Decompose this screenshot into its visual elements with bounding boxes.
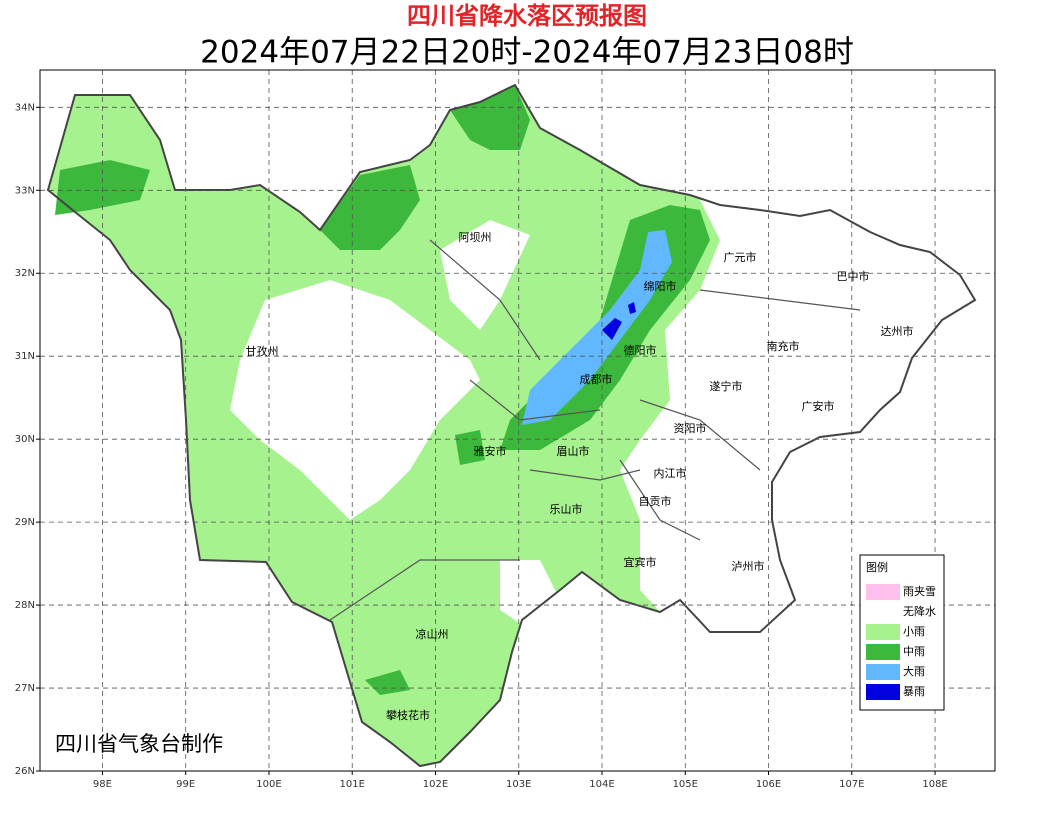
x-tick-label: 102E: [423, 779, 448, 790]
place-label: 广元市: [724, 250, 757, 264]
place-label: 达州市: [881, 324, 914, 338]
district-border: [529, 469, 641, 481]
x-tick-label: 108E: [922, 779, 947, 790]
moderate-rain: [320, 165, 420, 250]
map-frame: [39, 69, 996, 772]
legend-label: 大雨: [903, 664, 925, 678]
place-label: 德阳市: [624, 343, 657, 357]
legend-label: 无降水: [903, 604, 936, 618]
place-label: 阿坝州: [459, 230, 492, 244]
place-label: 自贡市: [639, 494, 672, 508]
grid: 98E 99E 100E 101E 102E 103E 104E 105E 106E 107E 10…: [15, 70, 995, 790]
subtitle: 2024年07月22日20时-2024年07月23日08时: [200, 35, 854, 71]
place-label: 乐山市: [550, 502, 583, 516]
y-tick-label: 34N: [15, 102, 35, 113]
place-label: 攀枝花市: [386, 708, 430, 722]
y-tick-label: 29N: [15, 517, 35, 528]
place-label: 遂宁市: [710, 379, 743, 393]
x-tick-label: 105E: [673, 779, 698, 790]
legend-label: 小雨: [903, 625, 925, 638]
title: 四川省降水落区预报图: [407, 2, 647, 30]
dry-area: [500, 560, 560, 630]
place-label: 宜宾市: [624, 555, 657, 569]
district-border: [699, 289, 861, 311]
place-label: 成都市: [580, 372, 613, 386]
moderate-rain: [455, 430, 485, 465]
legend-swatch: [866, 664, 900, 680]
district-border: [619, 459, 701, 541]
map-area: [46, 83, 977, 768]
province-border: [46, 83, 977, 768]
legend-swatch: [866, 624, 900, 640]
y-tick-label: 30N: [15, 434, 35, 445]
legend-label: 雨夹雪: [903, 585, 936, 598]
y-tick-label: 28N: [15, 600, 35, 611]
place-label: 巴中市: [837, 269, 870, 283]
place-label: 资阳市: [674, 421, 707, 435]
x-tick-label: 106E: [756, 779, 781, 790]
credit: 四川省气象台制作: [55, 732, 223, 756]
dry-area: [230, 280, 480, 520]
legend-label: 暴雨: [903, 685, 925, 698]
district-border: [639, 399, 761, 471]
moderate-rain: [450, 85, 530, 150]
y-tick-label: 31N: [15, 351, 35, 362]
place-label: 广安市: [802, 399, 835, 413]
dry-area: [620, 200, 975, 632]
legend-swatch: [866, 644, 900, 660]
district-border: [429, 239, 541, 361]
place-label: 雅安市: [474, 444, 507, 458]
y-tick-label: 32N: [15, 268, 35, 279]
legend-swatch: [866, 604, 900, 620]
place-label: 凉山州: [416, 627, 449, 641]
y-tick-label: 26N: [15, 766, 35, 777]
torrential-rain: [602, 318, 622, 340]
torrential-rain: [628, 302, 636, 314]
legend-swatch: [866, 584, 900, 600]
moderate-rain: [365, 670, 410, 695]
x-tick-label: 104E: [589, 779, 614, 790]
place-label: 内江市: [654, 466, 687, 480]
place-label: 泸州市: [732, 559, 765, 573]
x-tick-label: 99E: [176, 779, 195, 790]
district-border: [329, 559, 520, 621]
x-tick-label: 100E: [256, 779, 281, 790]
x-tick-label: 103E: [506, 779, 531, 790]
place-label: 南充市: [767, 339, 800, 353]
y-tick-label: 33N: [15, 185, 35, 196]
place-label: 绵阳市: [644, 279, 677, 293]
place-label: 眉山市: [557, 444, 590, 458]
x-tick-label: 101E: [340, 779, 365, 790]
y-tick-label: 27N: [15, 683, 35, 694]
legend-label: 中雨: [903, 645, 925, 658]
legend-title: 图例: [866, 560, 888, 574]
x-tick-label: 107E: [839, 779, 864, 790]
place-label: 甘孜州: [246, 344, 279, 358]
heavy-rain: [522, 230, 672, 425]
dry-area: [440, 220, 530, 330]
x-tick-label: 98E: [93, 779, 112, 790]
legend-swatch: [866, 684, 900, 700]
district-border: [469, 379, 601, 421]
